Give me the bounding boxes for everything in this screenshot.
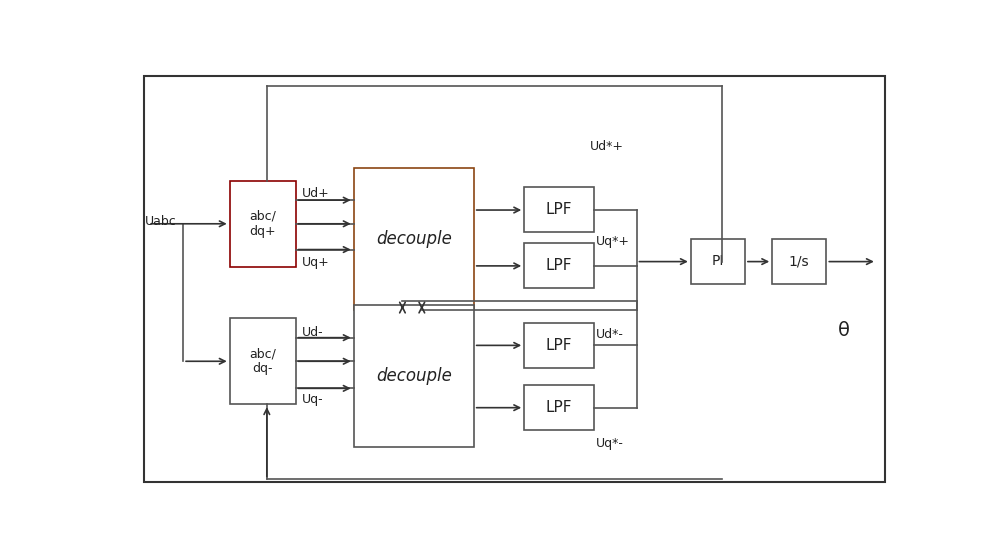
Bar [230, 318, 296, 404]
Text: LPF: LPF [546, 400, 572, 415]
Bar [524, 323, 594, 368]
Text: Ud*+: Ud*+ [590, 140, 624, 153]
Bar [524, 243, 594, 288]
Text: Uq*-: Uq*- [596, 437, 624, 450]
Text: Uq-: Uq- [302, 393, 323, 406]
Bar [354, 305, 474, 447]
Text: LPF: LPF [546, 338, 572, 353]
Text: PI: PI [712, 254, 724, 268]
Text: abc/
dq+: abc/ dq+ [249, 210, 276, 238]
Text: LPF: LPF [546, 203, 572, 217]
Text: Ud+: Ud+ [302, 187, 329, 200]
Text: decouple: decouple [376, 367, 452, 386]
Text: LPF: LPF [546, 258, 572, 273]
Bar [354, 168, 474, 310]
Text: Ud-: Ud- [302, 325, 323, 339]
Text: Ud*-: Ud*- [596, 328, 624, 341]
Bar [772, 239, 826, 284]
Text: abc/
dq-: abc/ dq- [249, 347, 276, 376]
Text: θ: θ [838, 321, 850, 340]
Text: Uq*+: Uq*+ [596, 235, 630, 248]
Text: Uabc: Uabc [144, 215, 176, 228]
Bar [230, 181, 296, 267]
Text: decouple: decouple [376, 230, 452, 248]
Text: Uq+: Uq+ [302, 256, 329, 269]
Bar [524, 385, 594, 430]
Bar [691, 239, 745, 284]
Text: 1/s: 1/s [789, 254, 810, 268]
Bar [524, 187, 594, 232]
